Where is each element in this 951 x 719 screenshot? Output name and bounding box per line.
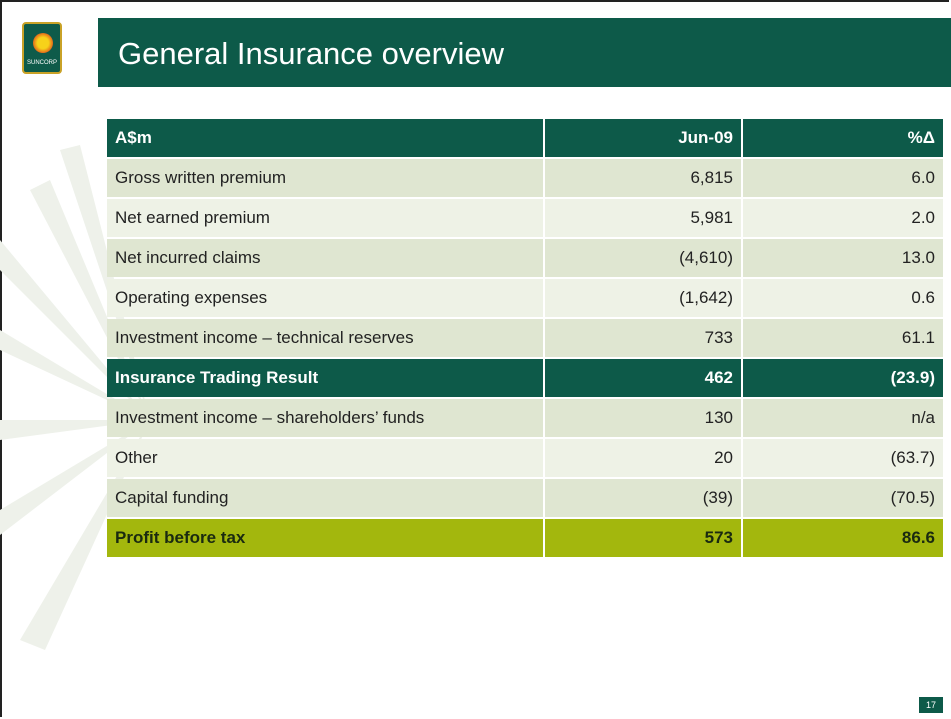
table-cell: Net incurred claims: [107, 239, 543, 277]
table-cell: Profit before tax: [107, 519, 543, 557]
table-row: Net incurred claims(4,610)13.0: [107, 239, 943, 277]
page-number: 17: [919, 697, 943, 713]
table-cell: 2.0: [743, 199, 943, 237]
table-cell: Capital funding: [107, 479, 543, 517]
slide: SUNCORP General Insurance overview A$mJu…: [0, 0, 951, 719]
table-cell: 733: [545, 319, 741, 357]
table-cell: 573: [545, 519, 741, 557]
table-cell: 6,815: [545, 159, 741, 197]
table-cell: Investment income – shareholders’ funds: [107, 399, 543, 437]
table-cell: Insurance Trading Result: [107, 359, 543, 397]
table-cell: 130: [545, 399, 741, 437]
table-cell: (39): [545, 479, 741, 517]
title: General Insurance overview: [118, 36, 504, 72]
table-row: Operating expenses(1,642)0.6: [107, 279, 943, 317]
table-cell: n/a: [743, 399, 943, 437]
table-cell: 86.6: [743, 519, 943, 557]
table-cell: (4,610): [545, 239, 741, 277]
title-bar: General Insurance overview: [98, 18, 951, 87]
table-cell: (70.5): [743, 479, 943, 517]
table-row: Capital funding(39)(70.5): [107, 479, 943, 517]
table-cell: 5,981: [545, 199, 741, 237]
table-cell: 20: [545, 439, 741, 477]
table-cell: Operating expenses: [107, 279, 543, 317]
table-cell: Gross written premium: [107, 159, 543, 197]
table-cell: 0.6: [743, 279, 943, 317]
table-cell: Investment income – technical reserves: [107, 319, 543, 357]
table-cell: (1,642): [545, 279, 741, 317]
logo-text: SUNCORP: [24, 60, 60, 66]
table-cell: Net earned premium: [107, 199, 543, 237]
logo: SUNCORP: [22, 22, 62, 74]
column-header: Jun-09: [545, 119, 741, 157]
table-cell: 462: [545, 359, 741, 397]
table-cell: 6.0: [743, 159, 943, 197]
column-header: %Δ: [743, 119, 943, 157]
table-cell: 61.1: [743, 319, 943, 357]
table-cell: (23.9): [743, 359, 943, 397]
table-cell: (63.7): [743, 439, 943, 477]
table-cell: 13.0: [743, 239, 943, 277]
table-cell: Other: [107, 439, 543, 477]
column-header: A$m: [107, 119, 543, 157]
